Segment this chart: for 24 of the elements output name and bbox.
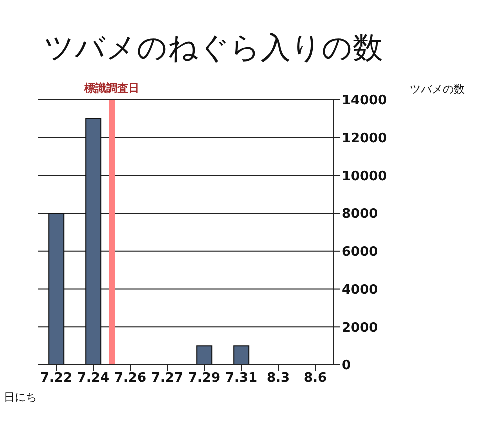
y-tick-label: 8000	[342, 207, 378, 222]
bar	[234, 346, 250, 365]
x-tick-label: 7.31	[225, 371, 258, 386]
bar	[196, 346, 213, 365]
ref-line-label: 標識調査日	[84, 82, 140, 95]
chart-title: ツバメのねぐら入りの数	[44, 30, 383, 68]
y-tick-label: 0	[342, 358, 352, 374]
y-tick-label: 6000	[342, 245, 378, 260]
y-tick-label: 14000	[342, 94, 388, 109]
x-axis-title: 日にち	[4, 390, 37, 405]
y-tick-label: 4000	[342, 282, 378, 298]
x-tick-label: 7.22	[40, 371, 73, 386]
y-tick-label: 12000	[342, 131, 388, 146]
x-tick-label: 7.29	[188, 371, 221, 386]
y-tick-label: 10000	[342, 169, 388, 184]
x-tick-label: 8.3	[266, 371, 290, 386]
x-tick-label: 7.24	[77, 371, 110, 386]
y-axis-title: ツバメの数	[410, 82, 465, 97]
y-tick-label: 2000	[342, 320, 378, 336]
bar	[86, 118, 102, 365]
x-tick-label: 7.26	[114, 371, 147, 386]
x-tick-label: 8.6	[304, 371, 328, 386]
x-tick-label: 7.27	[151, 371, 184, 386]
bar	[48, 213, 65, 365]
